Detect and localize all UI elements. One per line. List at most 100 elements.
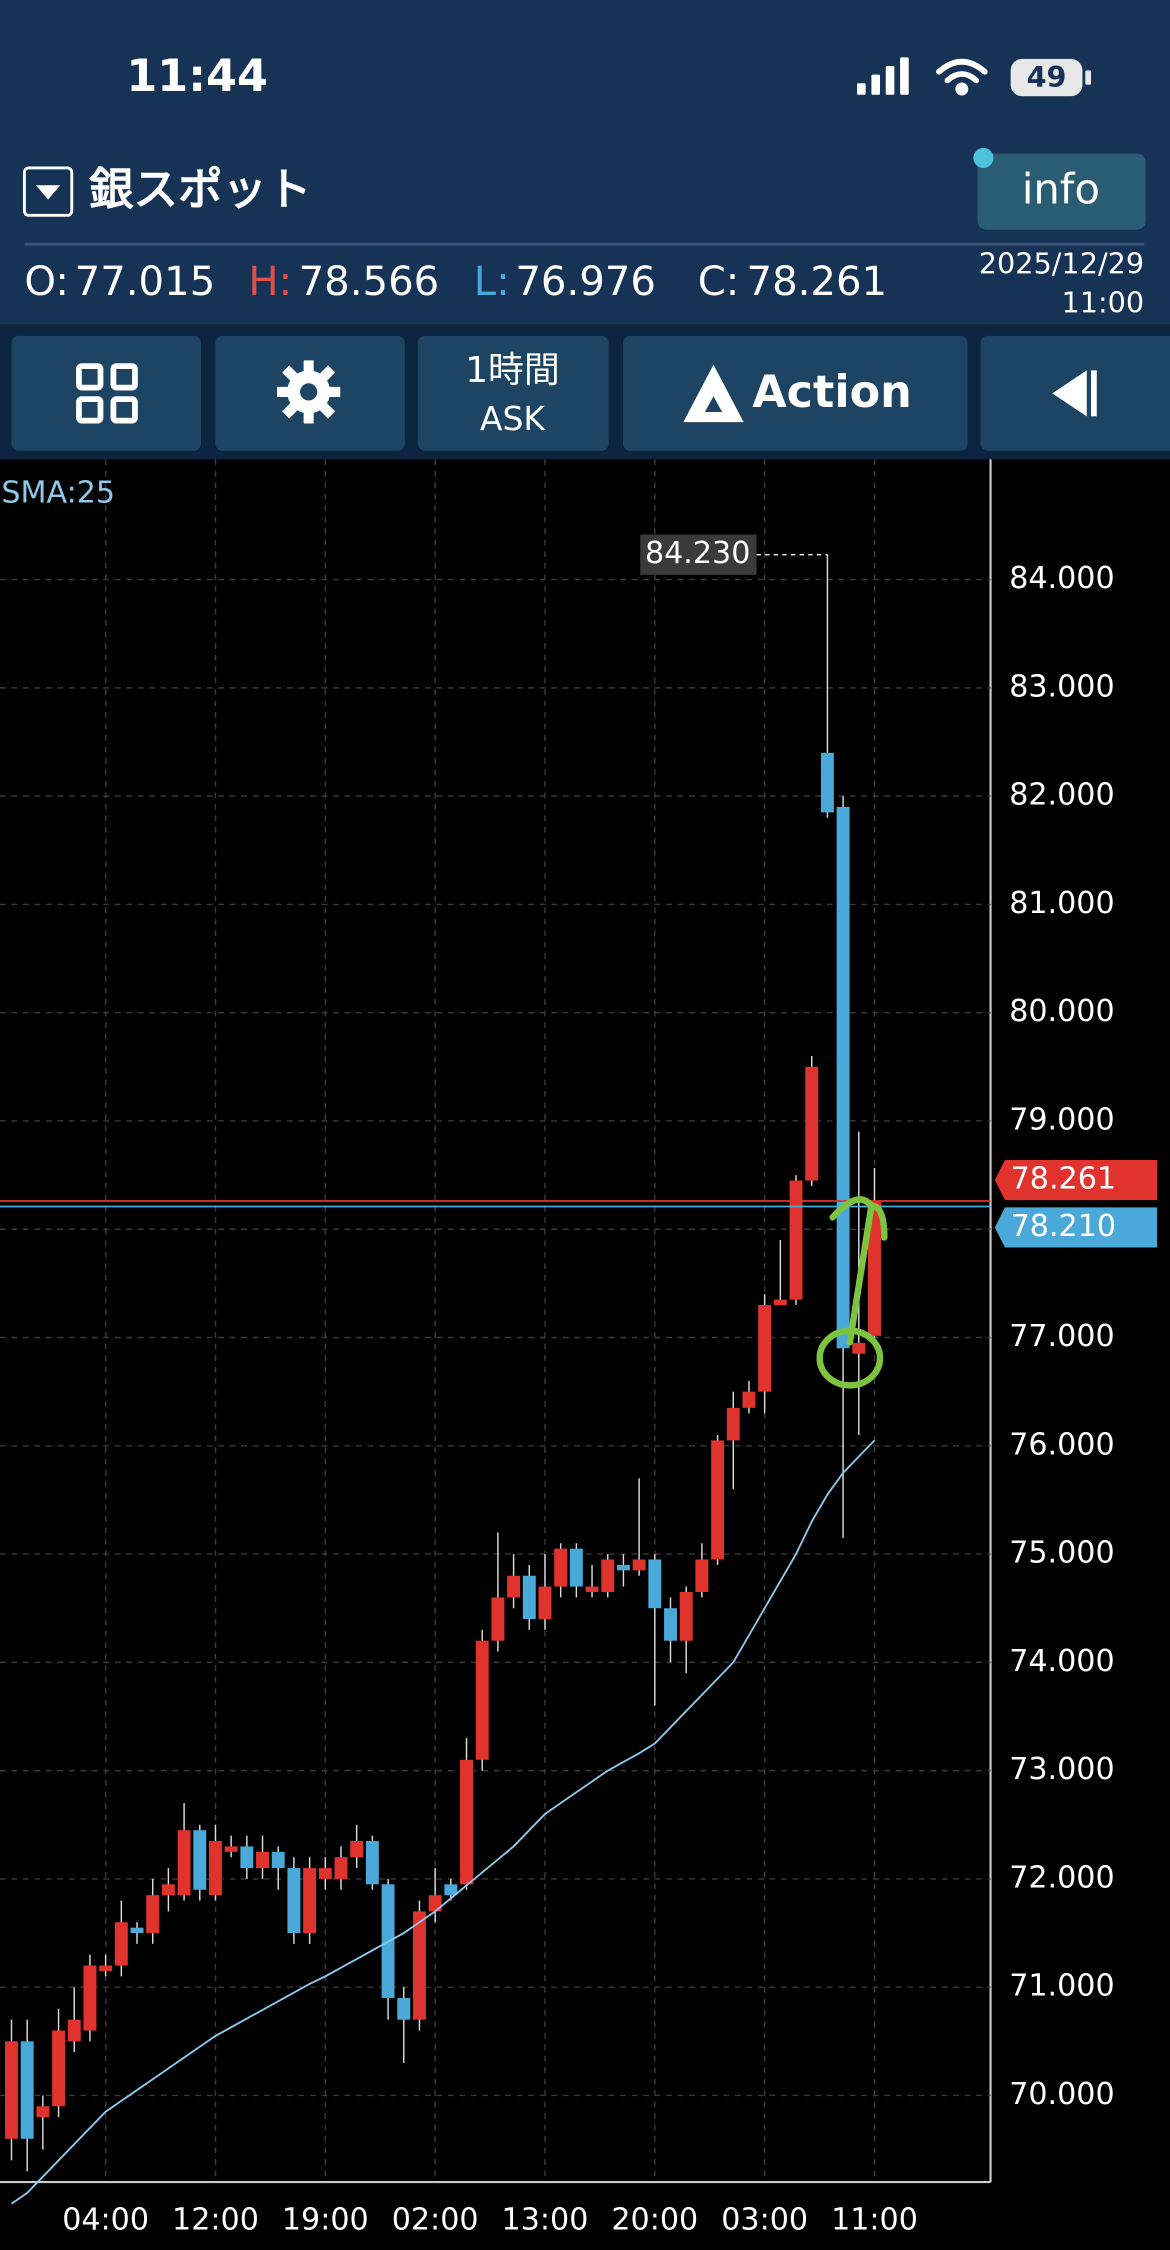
candle-body	[365, 1841, 379, 1885]
x-tick-label: 02:00	[392, 2202, 479, 2237]
candle-body	[836, 806, 850, 1349]
hand-annotation	[816, 1196, 888, 1389]
candle-body	[538, 1586, 552, 1620]
candle-body	[742, 1391, 756, 1408]
y-tick-label: 73.000	[1009, 1752, 1114, 1787]
x-tick-label: 12:00	[172, 2202, 259, 2237]
y-tick-label: 74.000	[1009, 1644, 1114, 1679]
candle-body	[758, 1305, 772, 1392]
candle-body	[491, 1597, 505, 1641]
clock: 11:44	[126, 51, 268, 102]
battery-tip	[1085, 70, 1092, 85]
sma-line	[10, 1439, 876, 2205]
x-tick-label: 03:00	[721, 2202, 808, 2237]
layout-button[interactable]	[11, 335, 201, 451]
symbol-name[interactable]: 銀スポット	[88, 164, 312, 215]
candle-body	[664, 1608, 677, 1641]
indicator-label: SMA:25	[1, 475, 115, 510]
candle-body	[852, 1342, 866, 1354]
candle-body	[240, 1846, 254, 1869]
info-button[interactable]	[977, 153, 1146, 230]
dropdown-arrow	[35, 185, 61, 200]
action-label[interactable]: Action	[752, 367, 912, 418]
symbol-dropdown[interactable]	[22, 166, 74, 217]
timeframe-button[interactable]	[417, 335, 609, 451]
ohlc-low-value: 76.976	[515, 259, 656, 305]
x-tick-label: 19:00	[282, 2202, 369, 2237]
candle-body	[648, 1559, 662, 1609]
candle-body	[177, 1830, 191, 1896]
y-tick-label: 75.000	[1009, 1536, 1114, 1571]
candle-body	[303, 1868, 317, 1934]
ohlc-high-label: H:	[248, 259, 292, 305]
y-tick-label: 82.000	[1009, 778, 1114, 813]
y-tick-label: 80.000	[1009, 994, 1114, 1029]
candle-body	[585, 1586, 599, 1592]
candle-body	[616, 1564, 630, 1571]
ohlc-close-label: C:	[698, 259, 740, 305]
timeframe[interactable]: 1時間	[465, 350, 560, 391]
x-tick-label: 13:00	[502, 2202, 589, 2237]
candle-body	[789, 1180, 803, 1300]
candle-body	[67, 2019, 81, 2042]
candle-body	[334, 1857, 348, 1879]
price-tag-label: 78.210	[1011, 1209, 1116, 1244]
candle-body	[20, 2041, 34, 2139]
gear-icon	[277, 360, 341, 424]
candle-body	[146, 1895, 160, 1934]
candle-body	[679, 1591, 693, 1641]
action-icon	[683, 364, 744, 423]
layout-icon	[76, 363, 138, 424]
collapse-bar	[1091, 370, 1097, 417]
bar-time: 11:00	[1061, 285, 1144, 319]
candle-body	[83, 1965, 97, 2031]
y-tick-label: 81.000	[1009, 886, 1114, 921]
candle-body	[868, 1200, 881, 1336]
ohlc-close-value: 78.261	[747, 259, 888, 305]
candle-body	[5, 2041, 18, 2139]
candle-body	[711, 1440, 725, 1560]
action-icon-cut	[704, 396, 723, 413]
candle-body	[554, 1548, 568, 1587]
candle-body	[601, 1559, 615, 1592]
candle-body	[569, 1548, 583, 1587]
candle-body	[36, 2106, 50, 2118]
candle-body	[726, 1407, 740, 1441]
battery-level: 49	[1027, 60, 1067, 94]
candle-body	[522, 1575, 536, 1620]
candle-body	[287, 1868, 301, 1934]
y-tick-label: 70.000	[1009, 2077, 1114, 2112]
ohlc-open-label: O:	[24, 259, 68, 305]
candle-body	[271, 1851, 285, 1869]
y-tick-label: 76.000	[1009, 1427, 1114, 1462]
collapse-icon	[1052, 370, 1087, 417]
price-type[interactable]: ASK	[480, 399, 547, 438]
candle-body	[209, 1841, 222, 1896]
y-tick-label: 71.000	[1009, 1969, 1114, 2004]
candle-body	[130, 1927, 144, 1934]
y-tick-label: 72.000	[1009, 1860, 1114, 1895]
candle-body	[52, 2030, 66, 2107]
candle-body	[114, 1922, 128, 1966]
candle-body	[507, 1575, 521, 1598]
info-label[interactable]: info	[1022, 164, 1100, 213]
candle-body	[99, 1965, 113, 1971]
signal-icon	[857, 57, 909, 95]
high-marker-box	[640, 534, 757, 575]
candle-body	[193, 1830, 207, 1890]
candle-body	[444, 1884, 458, 1896]
price-tag	[994, 1159, 1158, 1201]
candle-body	[256, 1851, 269, 1869]
y-tick-label: 83.000	[1009, 669, 1114, 704]
candle-body	[695, 1559, 709, 1592]
candle-body	[475, 1640, 489, 1760]
candle-body	[460, 1759, 473, 1885]
info-badge	[973, 147, 994, 168]
candle-body	[412, 1911, 426, 2020]
x-tick-label: 20:00	[611, 2202, 698, 2237]
candle-body	[773, 1299, 787, 1306]
candle-body	[632, 1559, 646, 1571]
